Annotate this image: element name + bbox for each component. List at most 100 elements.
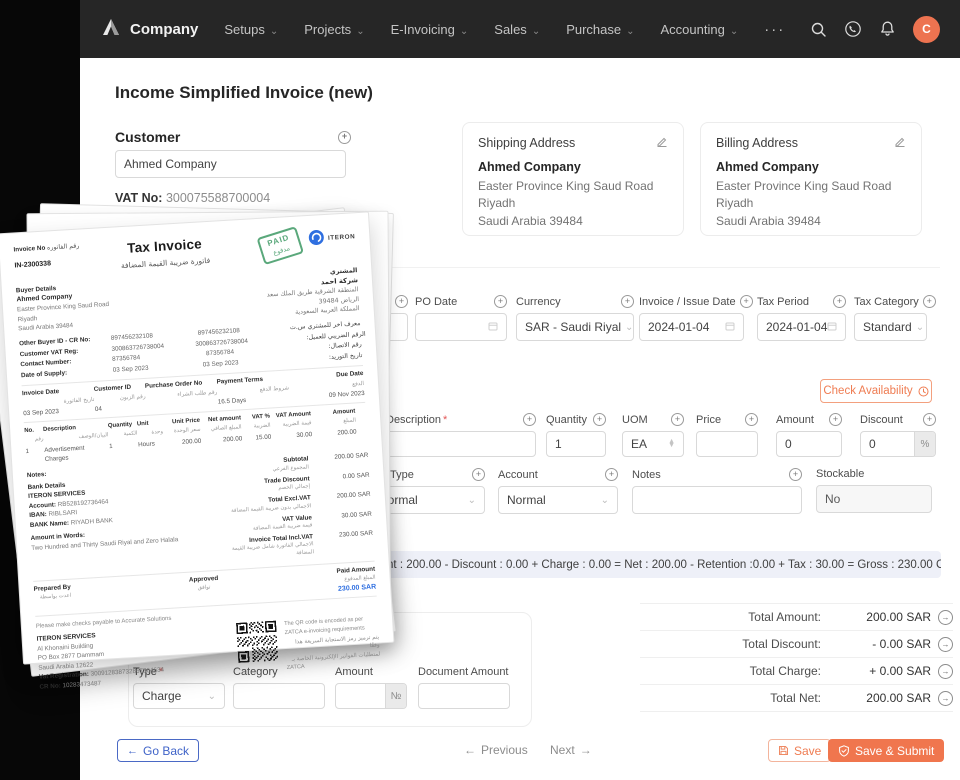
total-amount-row: Total Amount: 200.00 SAR bbox=[640, 604, 953, 631]
total-charge-row: Total Charge: + 0.00 SAR bbox=[640, 658, 953, 685]
currency-select[interactable]: SAR - Saudi Riyal bbox=[516, 313, 634, 341]
drilldown-arrow-icon[interactable] bbox=[938, 690, 953, 706]
shipping-line1: Easter Province King Saud Road bbox=[478, 179, 654, 193]
section-divider bbox=[348, 267, 940, 268]
uom-stepper[interactable]: EA ▲ ▼ bbox=[622, 431, 684, 457]
chevron-down-icon bbox=[356, 22, 364, 37]
brand[interactable]: Company bbox=[100, 16, 198, 43]
totals-panel: Total Amount:200.00 SAR Total Discount:-… bbox=[640, 603, 953, 712]
add-icon[interactable] bbox=[593, 413, 606, 426]
whatsapp-icon[interactable] bbox=[844, 20, 862, 38]
price-input[interactable] bbox=[696, 431, 758, 457]
field-amount: Amount 0 bbox=[776, 413, 842, 457]
add-icon[interactable] bbox=[605, 468, 618, 481]
add-icon[interactable] bbox=[923, 413, 936, 426]
drilldown-arrow-icon[interactable] bbox=[938, 663, 953, 679]
nav-projects[interactable]: Projects bbox=[304, 22, 364, 37]
nav-setups[interactable]: Setups bbox=[224, 22, 278, 37]
field-price: Price bbox=[696, 413, 758, 457]
total-discount-row: Total Discount: - 0.00 SAR bbox=[640, 631, 953, 658]
quantity-input[interactable]: 1 bbox=[546, 431, 606, 457]
shipping-line3: Saudi Arabia 39484 bbox=[478, 213, 583, 228]
description-input[interactable] bbox=[386, 431, 536, 457]
go-back-button[interactable]: Go Back bbox=[117, 739, 200, 762]
charge-amount-input[interactable]: № bbox=[335, 683, 407, 709]
add-icon[interactable] bbox=[922, 295, 936, 308]
field-charge-type: Type * Charge bbox=[133, 666, 225, 709]
nav-sales[interactable]: Sales bbox=[494, 22, 540, 37]
billing-name: Ahmed Company bbox=[716, 160, 819, 174]
customer-input[interactable]: Ahmed Company bbox=[115, 150, 346, 178]
nav-einvoicing[interactable]: E-Invoicing bbox=[391, 22, 469, 37]
field-notes: Notes bbox=[632, 468, 802, 514]
edit-pencil-icon[interactable] bbox=[894, 136, 906, 151]
company-logo-icon bbox=[100, 16, 122, 43]
field-quantity: Quantity 1 bbox=[546, 413, 606, 457]
charge-type-select[interactable]: Charge bbox=[133, 683, 225, 709]
add-icon[interactable] bbox=[352, 413, 365, 426]
tax-period-input[interactable]: 2024-01-04 bbox=[757, 313, 846, 341]
total-net-row: Total Net: 200.00 SAR bbox=[640, 685, 953, 712]
issue-date-input[interactable]: 2024-01-04 bbox=[639, 313, 744, 341]
field-tax-type: Tax Type Normal bbox=[370, 468, 485, 514]
next-button[interactable]: Next bbox=[550, 743, 592, 757]
notifications-bell-icon[interactable] bbox=[879, 20, 896, 38]
customer-section: Customer Ahmed Company bbox=[115, 129, 351, 178]
add-icon[interactable] bbox=[621, 295, 634, 308]
add-icon[interactable] bbox=[472, 468, 485, 481]
field-tax-period: Tax Period 2024-01-04 bbox=[757, 295, 846, 341]
save-button[interactable]: Save bbox=[768, 739, 832, 762]
add-icon[interactable] bbox=[833, 295, 846, 308]
stockable-value: No bbox=[816, 485, 932, 513]
add-icon[interactable] bbox=[523, 413, 536, 426]
brand-name: Company bbox=[130, 20, 199, 38]
nav-more-menu[interactable]: ··· bbox=[764, 20, 786, 38]
account-select[interactable]: Normal bbox=[498, 486, 618, 514]
tax-category-select[interactable]: Standard bbox=[854, 313, 927, 341]
add-icon[interactable] bbox=[395, 295, 408, 308]
tax-type-select[interactable]: Normal bbox=[370, 486, 485, 514]
chevron-down-icon bbox=[626, 22, 634, 37]
add-icon[interactable] bbox=[829, 413, 842, 426]
page-title: Income Simplified Invoice (new) bbox=[115, 83, 373, 102]
search-icon[interactable] bbox=[810, 21, 827, 38]
add-icon[interactable] bbox=[671, 413, 684, 426]
drilldown-arrow-icon[interactable] bbox=[938, 636, 953, 652]
add-icon[interactable] bbox=[745, 413, 758, 426]
item-no-input[interactable] bbox=[348, 431, 376, 457]
shipping-address-title: Shipping Address bbox=[478, 136, 576, 150]
add-icon[interactable] bbox=[494, 295, 507, 308]
add-icon[interactable] bbox=[739, 295, 753, 308]
notes-input[interactable] bbox=[632, 486, 802, 514]
user-avatar[interactable]: C bbox=[913, 15, 940, 43]
nav-accounting[interactable]: Accounting bbox=[661, 22, 739, 37]
charge-doc-amount-input[interactable] bbox=[418, 683, 510, 709]
field-tax-category: Tax Category Standard bbox=[854, 295, 936, 341]
add-icon[interactable] bbox=[789, 468, 802, 481]
check-availability-button[interactable]: Check Availability bbox=[820, 379, 932, 403]
field-issue-date: Invoice / Issue Date 2024-01-04 bbox=[639, 295, 753, 341]
left-black-strip bbox=[0, 0, 80, 780]
add-customer-icon[interactable] bbox=[338, 130, 351, 144]
stepper-arrows-icon[interactable]: ▲ ▼ bbox=[668, 437, 675, 449]
charge-category-input[interactable] bbox=[233, 683, 325, 709]
save-submit-button[interactable]: Save & Submit bbox=[828, 739, 945, 762]
field-currency: Currency SAR - Saudi Riyal bbox=[516, 295, 634, 341]
drilldown-arrow-icon[interactable] bbox=[938, 609, 953, 625]
chevron-down-icon bbox=[730, 22, 738, 37]
field-po-date: PO Date bbox=[415, 295, 507, 341]
field-description: Description * bbox=[386, 413, 536, 457]
billing-line1: Easter Province King Saud Road bbox=[716, 179, 892, 193]
amount-input[interactable]: 0 bbox=[776, 431, 842, 457]
top-navbar: Company Setups Projects E-Invoicing Sale… bbox=[80, 0, 960, 58]
previous-button[interactable]: Previous bbox=[464, 743, 528, 757]
nav-purchase[interactable]: Purchase bbox=[566, 22, 634, 37]
percent-suffix: % bbox=[914, 432, 935, 456]
discount-input[interactable]: 0 % bbox=[860, 431, 936, 457]
shipping-name: Ahmed Company bbox=[478, 160, 581, 174]
chevron-down-icon bbox=[532, 22, 540, 37]
edit-pencil-icon[interactable] bbox=[656, 136, 668, 151]
document-charges-title: Document Charges bbox=[133, 637, 262, 653]
ref-no-input[interactable] bbox=[350, 313, 408, 341]
po-date-input[interactable] bbox=[415, 313, 507, 341]
